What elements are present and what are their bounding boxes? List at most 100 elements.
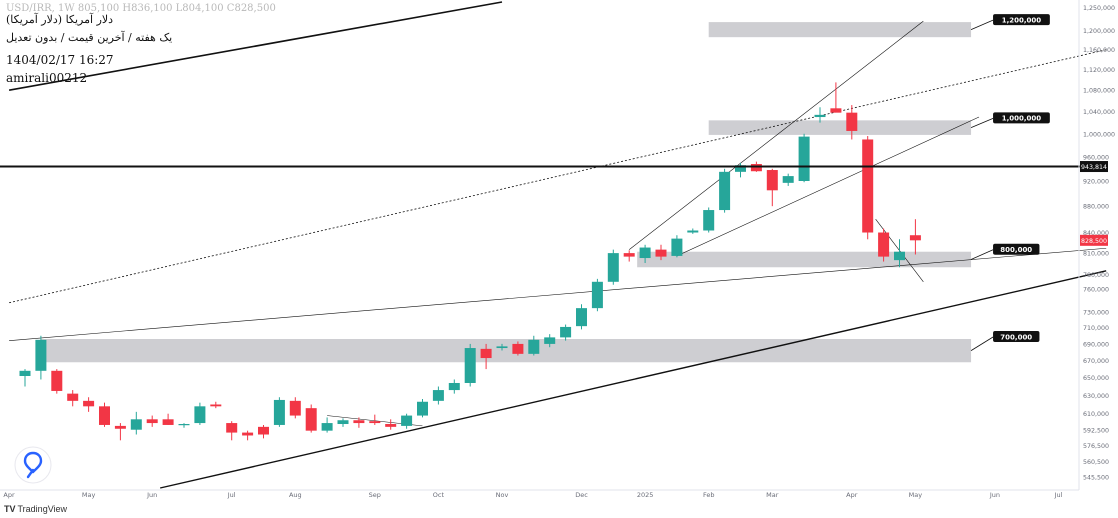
price-tick-label: 780,000 (1083, 272, 1109, 279)
price-tick-label: 1,120,000 (1083, 67, 1115, 74)
trendline (9, 247, 1107, 341)
zone-label-bg (993, 243, 1040, 255)
candle-body-down (51, 370, 63, 391)
candle-body-up (178, 424, 190, 426)
price-tick-label: 840,000 (1083, 230, 1109, 237)
candle-body-up (798, 136, 810, 181)
zones-layer (40, 22, 972, 363)
price-axis: 545,500 560,500 576,500 592,500 610,000 630,0… (1078, 0, 1115, 490)
candle-body-up (194, 406, 206, 424)
candle-body-up (448, 382, 460, 391)
candle-body-down (766, 170, 778, 191)
price-tick-label: 1,200,000 (1083, 28, 1115, 35)
price-tick-label: 1,080,000 (1083, 88, 1115, 95)
price-tick-label: 1,250,000 (1083, 5, 1115, 12)
candle-body-down (99, 406, 110, 425)
candle-body-down (878, 232, 890, 257)
price-tick-label: 630,000 (1083, 393, 1109, 400)
time-tick-label: Apr (3, 491, 15, 499)
candle-body-up (671, 238, 683, 256)
price-tick-label: 710,000 (1083, 325, 1109, 332)
zone-callout-line (970, 336, 994, 351)
snapshot-datetime: 1404/02/17 16:27 (6, 53, 114, 67)
candle-body-up (35, 339, 47, 371)
zone-rect (40, 339, 972, 363)
candle-body-up (528, 339, 540, 354)
candle-body-down (830, 108, 842, 113)
candle-body-up (401, 415, 413, 426)
price-tick-label: 592,500 (1083, 428, 1109, 435)
zone-label-bg (993, 112, 1050, 124)
trendlines-layer (8, 1, 1107, 489)
author-username: amirali00212 (6, 71, 88, 85)
candle-body-down (480, 348, 492, 359)
candle-body-down (385, 424, 397, 427)
price-tick-label: 760,000 (1083, 287, 1109, 294)
price-tick-label: 880,000 (1083, 204, 1109, 211)
instrument-subtitle: یک هفته / آخرین قیمت / بدون تعدیل (6, 31, 173, 44)
price-tick-label: 650,000 (1083, 375, 1109, 382)
time-tick-label: 2025 (637, 491, 654, 499)
zone-label: 700,000 (1000, 333, 1032, 341)
zone-rect (708, 22, 972, 38)
trendline (629, 20, 924, 250)
zone-callout-line (970, 117, 994, 128)
candle-body-down (623, 253, 635, 257)
time-tick-label: Dec (575, 491, 588, 499)
time-tick-label: Feb (703, 491, 715, 499)
time-tick-label: May (82, 491, 96, 499)
tradingview-brand[interactable]: TV TradingView (4, 504, 67, 514)
candle-body-up (735, 165, 746, 172)
marker-logo-icon (14, 446, 52, 488)
zone-label: 1,200,000 (1002, 16, 1042, 24)
last-price-tag (1080, 234, 1108, 246)
candle-body-up (544, 337, 556, 344)
trendline (159, 270, 1107, 489)
price-tick-label: 1,160,000 (1083, 47, 1115, 54)
price-tick-label: 960,000 (1083, 154, 1109, 161)
candle-body-down (655, 249, 667, 257)
candles-layer (19, 82, 921, 441)
hline-price-label: 943,814 (1081, 164, 1107, 171)
candle-body-down (146, 419, 158, 424)
zone-rect (637, 251, 972, 268)
candle-body-up (321, 423, 333, 431)
price-tick-label: 610,000 (1083, 411, 1109, 418)
candle-body-up (496, 346, 508, 349)
candle-body-up (814, 114, 826, 118)
price-tick-label: 545,500 (1083, 474, 1109, 481)
candle-body-up (464, 348, 476, 383)
price-tick-label: 810,000 (1083, 251, 1109, 258)
candle-body-up (417, 401, 428, 416)
candle-body-up (607, 253, 619, 282)
time-tick-label: Jul (227, 491, 236, 499)
candle-body-down (242, 432, 254, 436)
zone-labels-layer: 1,200,000 1,000,000 800,000 700,000 (970, 14, 1050, 351)
last-price-label: 828,500 (1081, 238, 1107, 245)
candle-body-down (862, 139, 874, 233)
candle-body-down (258, 426, 269, 435)
time-tick-label: Jun (146, 491, 157, 499)
time-tick-label: Nov (496, 491, 509, 499)
instrument-title: دلار آمریکا (دلار آمریکا) (6, 13, 114, 26)
price-tick-label: 670,000 (1083, 358, 1109, 365)
candle-body-up (19, 370, 31, 376)
candle-body-up (894, 251, 905, 261)
zone-label-bg (993, 14, 1050, 26)
candle-body-up (337, 420, 349, 425)
candle-body-down (67, 393, 79, 401)
candle-body-down (162, 419, 174, 425)
zone-label: 800,000 (1000, 246, 1032, 254)
tradingview-brand-text: TradingView (17, 504, 68, 514)
price-tick-label: 1,040,000 (1083, 109, 1115, 116)
time-tick-label: Aug (289, 491, 302, 499)
zone-callout-line (970, 19, 994, 31)
price-tick-label: 560,500 (1083, 459, 1109, 466)
price-tick-label: 690,000 (1083, 341, 1109, 348)
candle-body-down (750, 164, 762, 172)
candle-body-up (782, 176, 794, 183)
zone-label: 1,000,000 (1002, 115, 1042, 123)
candle-body-down (114, 425, 126, 429)
candle-body-down (909, 235, 921, 241)
